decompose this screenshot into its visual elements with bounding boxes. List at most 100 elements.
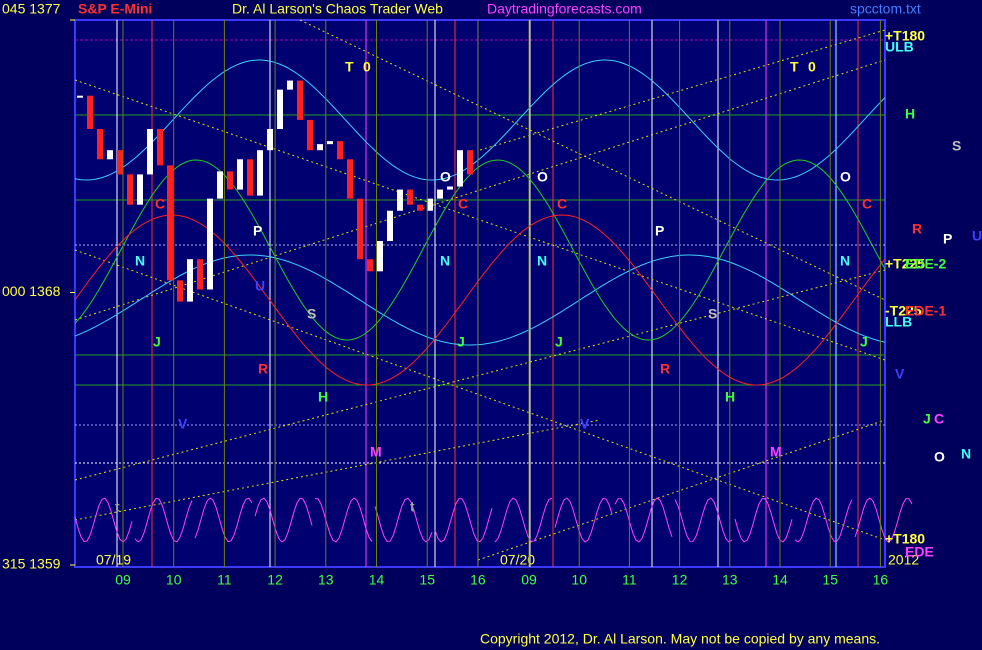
x-tick-label: 15: [822, 572, 838, 588]
date-label: 2012: [888, 552, 919, 568]
annotation: EDE-2: [905, 256, 946, 272]
x-tick-label: 11: [622, 572, 637, 588]
annotation: P: [943, 231, 952, 247]
annotation: S: [952, 138, 961, 154]
annotation: N: [135, 253, 145, 269]
annotation: P: [253, 223, 262, 239]
cycle-curve: [74, 159, 886, 341]
site: Daytradingforecasts.com: [487, 1, 642, 17]
annotation: -T225: [885, 303, 922, 319]
y-tick-label: 000 1368: [2, 283, 61, 299]
trend-line: [74, 249, 886, 541]
annotation: t: [410, 499, 415, 515]
annotation: 0: [808, 59, 816, 75]
annotation: V: [895, 366, 905, 382]
cycle-curve: [614, 497, 673, 543]
annotation: N: [537, 253, 547, 269]
candle-body: [117, 150, 123, 175]
annotation: t: [115, 499, 120, 515]
candle-body: [367, 259, 373, 272]
annotation: O: [440, 169, 451, 185]
copyright: Copyright 2012, Dr. Al Larson. May not b…: [480, 631, 880, 647]
plot-area: [74, 19, 886, 568]
candle-body: [97, 129, 103, 160]
candle-body: [307, 119, 313, 151]
annotation: S: [307, 306, 316, 322]
candle-body: [457, 150, 463, 187]
annotation: +T180: [885, 531, 925, 547]
x-tick-label: 14: [369, 572, 385, 588]
candle-body: [167, 165, 173, 281]
annotation: R: [660, 361, 670, 377]
x-tick-label: 09: [521, 572, 537, 588]
candle-body: [227, 171, 233, 190]
candle-body: [177, 280, 183, 302]
candle-body: [87, 95, 93, 129]
cycle-curve: [254, 497, 313, 543]
annotation: J: [923, 411, 931, 427]
candle-body: [207, 198, 213, 290]
x-tick-label: 09: [115, 572, 131, 588]
annotation: V: [580, 416, 590, 432]
annotation: H: [318, 389, 328, 405]
annotation: V: [178, 416, 188, 432]
candle-body: [277, 89, 283, 129]
x-tick-label: 13: [722, 572, 738, 588]
candle-body: [387, 210, 393, 242]
annotation: EDE-1: [905, 303, 946, 319]
candle-body: [317, 144, 323, 151]
annotation: S: [708, 306, 717, 322]
candle-body: [347, 159, 353, 199]
annotation: J: [555, 334, 563, 350]
candle-body: [157, 129, 163, 166]
y-tick-label: 315 1359: [2, 556, 61, 572]
annotation: O: [934, 449, 945, 465]
x-tick-label: 13: [318, 572, 334, 588]
marks: [77, 80, 473, 302]
trend-line: [299, 19, 886, 301]
trend-line: [477, 419, 886, 561]
candle-body: [217, 171, 223, 199]
candle-body: [127, 174, 133, 205]
candle-body: [377, 241, 383, 272]
candle-body: [407, 189, 413, 205]
x-tick-label: 16: [470, 572, 486, 588]
x-tick-label: 15: [419, 572, 435, 588]
annotation: U: [255, 278, 265, 294]
annotation: 0: [363, 59, 371, 75]
candle-body: [447, 186, 453, 190]
cycle-curve: [854, 497, 913, 543]
x-tick-label: 10: [571, 572, 587, 588]
annotation: J: [457, 334, 465, 350]
date-label: 07/19: [96, 552, 131, 568]
annotation: O: [537, 169, 548, 185]
annotation: EDE: [905, 544, 934, 560]
cycle-curve: [134, 497, 193, 543]
candle-body: [427, 198, 433, 211]
annotation: +T180: [885, 28, 925, 44]
annotation: T: [345, 59, 354, 75]
x-tick-label: 11: [217, 572, 232, 588]
annotation: C: [155, 196, 165, 212]
cycle-curve: [434, 498, 493, 543]
annotation: O: [840, 169, 851, 185]
annotation: J: [153, 334, 161, 350]
x-tick-label: 14: [772, 572, 788, 588]
cycle-curve: [674, 497, 733, 543]
cycle-curve: [494, 497, 553, 543]
x-tick-label: 12: [267, 572, 283, 588]
candle-body: [147, 129, 153, 175]
candle-body: [357, 198, 363, 260]
x-tick-label: 10: [166, 572, 182, 588]
trend-line: [74, 419, 601, 521]
annotation: C: [862, 196, 872, 212]
y-tick-label: 045 1377: [2, 1, 61, 17]
cycle-curve: [734, 498, 793, 543]
cycle-curve: [374, 497, 433, 543]
candle-body: [397, 189, 403, 211]
cycle-curve: [314, 497, 373, 543]
file-name: spcctom.txt: [850, 1, 921, 17]
candle-body: [287, 80, 293, 90]
candle-body: [137, 174, 143, 205]
